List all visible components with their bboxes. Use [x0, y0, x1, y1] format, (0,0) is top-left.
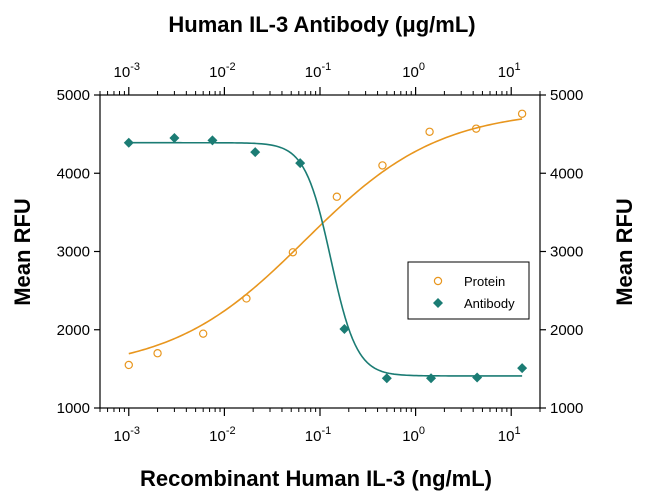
- data-point-protein: [426, 128, 433, 135]
- x-tick-label-top: 10-3: [114, 61, 140, 81]
- data-point-protein: [519, 110, 526, 117]
- x-tick-label-bottom: 10-3: [114, 425, 140, 445]
- y-tick-label-left: 1000: [57, 400, 90, 417]
- y-axis-label-left: Mean RFU: [10, 198, 35, 306]
- y-axis-label-right: Mean RFU: [612, 198, 637, 306]
- y-tick-label-right: 1000: [550, 400, 583, 417]
- data-point-antibody: [517, 363, 527, 373]
- x-tick-label-top: 100: [402, 61, 425, 81]
- y-tick-label-left: 3000: [57, 244, 90, 261]
- axis-ticks: 1000 1000 2000 2000 3000 3000 4000 4000 5000 5000…: [57, 61, 584, 445]
- data-point-protein: [333, 193, 340, 200]
- legend-protein-label: Protein: [464, 274, 505, 289]
- data-points: [124, 110, 527, 383]
- x-tick-label-top: 10-2: [209, 61, 235, 81]
- y-tick-label-right: 5000: [550, 87, 583, 104]
- y-tick-label-right: 3000: [550, 244, 583, 261]
- fit-curve-antibody: [129, 143, 522, 376]
- data-point-protein: [125, 361, 132, 368]
- x-tick-label-top: 10-1: [305, 61, 331, 81]
- data-point-antibody: [426, 373, 436, 383]
- x-tick-label-bottom: 10-2: [209, 425, 235, 445]
- data-point-protein: [379, 162, 386, 169]
- x-tick-label-bottom: 10-1: [305, 425, 331, 445]
- x-tick-label-top: 101: [498, 61, 521, 81]
- data-point-protein: [200, 330, 207, 337]
- x-axis-label: Recombinant Human IL-3 (ng/mL): [140, 466, 492, 491]
- data-point-antibody: [124, 138, 134, 148]
- fit-curves: [129, 119, 522, 376]
- y-tick-label-right: 4000: [550, 165, 583, 182]
- data-point-protein: [154, 350, 161, 357]
- y-tick-label-left: 2000: [57, 322, 90, 339]
- legend-antibody-label: Antibody: [464, 296, 515, 311]
- data-point-antibody: [382, 373, 392, 383]
- data-point-protein: [243, 295, 250, 302]
- y-tick-label-left: 4000: [57, 165, 90, 182]
- chart-title: Human IL-3 Antibody (μg/mL): [168, 12, 475, 37]
- y-tick-label-left: 5000: [57, 87, 90, 104]
- data-point-antibody: [295, 158, 305, 168]
- data-point-antibody: [207, 135, 217, 145]
- x-tick-label-bottom: 100: [402, 425, 425, 445]
- x-tick-label-bottom: 101: [498, 425, 521, 445]
- data-point-antibody: [472, 372, 482, 382]
- data-point-antibody: [250, 147, 260, 157]
- y-tick-label-right: 2000: [550, 322, 583, 339]
- data-point-antibody: [169, 133, 179, 143]
- legend: Protein Antibody: [408, 262, 529, 319]
